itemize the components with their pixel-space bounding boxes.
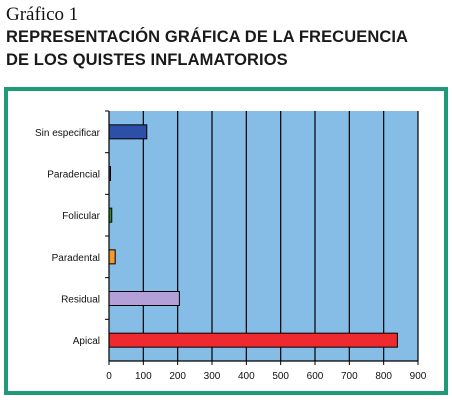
figure-title-line-2: DE LOS QUISTES INFLAMATORIOS [6,51,288,69]
x-axis-ticks: 0 100 200 300 400 500 600 700 800 900 [106,361,427,382]
y-tick-label: Sin especificar [35,128,101,139]
x-tick-label: 0 [106,371,112,382]
x-tick-label: 800 [375,371,392,382]
figure-title-line-1: REPRESENTACIÓN GRÁFICA DE LA FRECUENCIA [6,28,409,46]
y-tick-label: Folicular [62,211,100,222]
x-tick-label: 400 [238,371,255,382]
x-tick-label: 200 [169,371,186,382]
x-tick-label: 700 [341,371,358,382]
x-tick-label: 300 [204,371,221,382]
plot-area [109,111,418,361]
x-tick-label: 500 [272,371,289,382]
x-tick-label: 900 [410,371,427,382]
y-tick-label: Residual [61,295,100,306]
y-axis-labels: Sin especificar Paradencial Folicular Parad… [35,110,109,347]
bar [108,332,398,348]
y-tick-label: Paradental [52,253,100,264]
bar [108,291,180,306]
y-tick-label: Apical [73,336,100,347]
y-tick-label: Paradencial [47,170,100,181]
bar [108,249,116,265]
bar [108,124,148,140]
bar-chart: 0 100 200 300 400 500 600 700 800 900 Sin especif… [35,110,427,382]
chart-frame: 0 100 200 300 400 500 600 700 800 900 Sin especif… [4,87,448,395]
figure-label: Gráfico 1 [6,4,79,25]
x-tick-label: 100 [135,371,152,382]
figure-heading: Gráfico 1 REPRESENTACIÓN GRÁFICA DE LA F… [6,4,446,72]
gridlines [142,111,419,361]
x-tick-label: 600 [307,371,324,382]
